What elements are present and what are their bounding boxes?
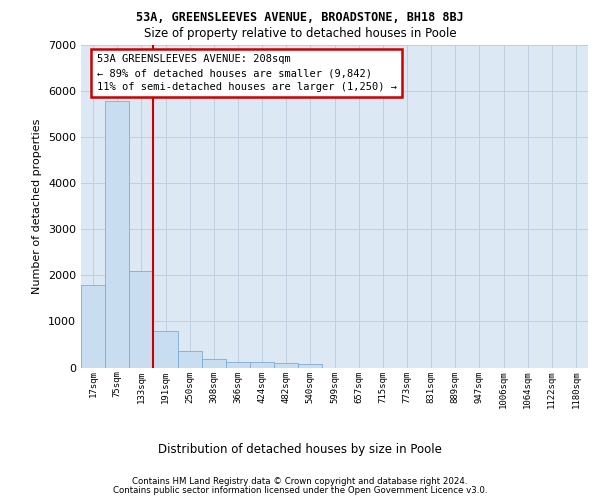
Bar bbox=[178, 352, 202, 368]
Text: Contains HM Land Registry data © Crown copyright and database right 2024.: Contains HM Land Registry data © Crown c… bbox=[132, 477, 468, 486]
Bar bbox=[250, 362, 274, 368]
Bar bbox=[274, 362, 298, 368]
Bar bbox=[154, 330, 178, 368]
Text: Distribution of detached houses by size in Poole: Distribution of detached houses by size … bbox=[158, 442, 442, 456]
Text: Contains public sector information licensed under the Open Government Licence v3: Contains public sector information licen… bbox=[113, 486, 487, 495]
Text: Size of property relative to detached houses in Poole: Size of property relative to detached ho… bbox=[143, 28, 457, 40]
Bar bbox=[298, 364, 322, 368]
Bar bbox=[202, 358, 226, 368]
Y-axis label: Number of detached properties: Number of detached properties bbox=[32, 118, 43, 294]
Bar bbox=[81, 286, 105, 368]
Bar bbox=[129, 271, 154, 368]
Bar bbox=[105, 101, 129, 367]
Text: 53A GREENSLEEVES AVENUE: 208sqm
← 89% of detached houses are smaller (9,842)
11%: 53A GREENSLEEVES AVENUE: 208sqm ← 89% of… bbox=[97, 54, 397, 92]
Bar bbox=[226, 362, 250, 368]
Text: 53A, GREENSLEEVES AVENUE, BROADSTONE, BH18 8BJ: 53A, GREENSLEEVES AVENUE, BROADSTONE, BH… bbox=[136, 11, 464, 24]
